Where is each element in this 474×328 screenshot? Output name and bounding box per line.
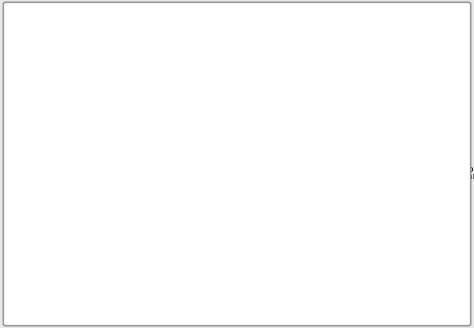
Text: 5: 5 [409,275,416,285]
Text: gas: gas [119,107,136,117]
Text: Catalysis & Catalysts: Catalysis & Catalysts [70,52,178,61]
Text: The types of catalysts: The types of catalysts [81,86,210,99]
Text: ▶: ▶ [109,122,115,131]
Text: ▶: ▶ [109,167,114,173]
Text: liquid: liquid [119,114,146,124]
Text: Organic (organic acids, enzymes etc.): Organic (organic acids, enzymes etc.) [119,147,303,156]
Text: Classification based on the catalysts’ action: Classification based on the catalysts’ a… [98,183,328,193]
Text: ▶: ▶ [109,115,115,124]
Text: Electrocatalysis, etc.: Electrocatalysis, etc. [119,213,220,222]
Text: ▶: ▶ [109,199,115,208]
Text: Photocatalysis: Photocatalysis [119,205,190,215]
Text: ▶: ▶ [109,174,114,180]
Text: Classification based on the substances from which a catalyst is made: Classification based on the substances f… [98,131,461,141]
Text: Enzymatic: Enzymatic [119,198,169,208]
Text: ▶: ▶ [109,140,115,149]
Text: ▶: ▶ [109,206,115,215]
Text: ●: ● [87,99,95,108]
Text: ▶: ▶ [109,213,115,222]
Text: □: □ [68,86,80,99]
Text: Inorganic (gases, metals, metal oxides, inorganic acids, bases etc.): Inorganic (gases, metals, metal oxides, … [119,139,448,150]
Text: ●: ● [87,157,95,166]
Text: Types of Catalysts & Catalytic Reactions: Types of Catalysts & Catalytic Reactions [14,65,472,84]
Text: CHE361 Lecture Slide 11 (Bevan, Tao): CHE361 Lecture Slide 11 (Bevan, Tao) [66,45,187,50]
Text: ●: ● [87,183,95,192]
Text: ▶: ▶ [109,147,115,156]
Text: Classification based on the ways catalysts work: Classification based on the ways catalys… [98,156,347,166]
Text: ●: ● [87,132,95,141]
Text: Heterogeneous - reaction system involves multi-phase (catalysts + reactants/prod: Heterogeneous - reaction system involves… [119,172,474,181]
Text: Homogeneous - both catalyst and all reactants/products are in the same phase (ga: Homogeneous - both catalyst and all reac… [119,165,474,174]
Text: ▶: ▶ [109,108,115,116]
Text: solid: solid [119,121,141,131]
Text: Acid-base catalysts: Acid-base catalysts [119,191,213,201]
Text: ▶: ▶ [109,192,115,201]
Text: Classification based on the its physical state, a catalyst can be: Classification based on the its physical… [98,99,427,109]
